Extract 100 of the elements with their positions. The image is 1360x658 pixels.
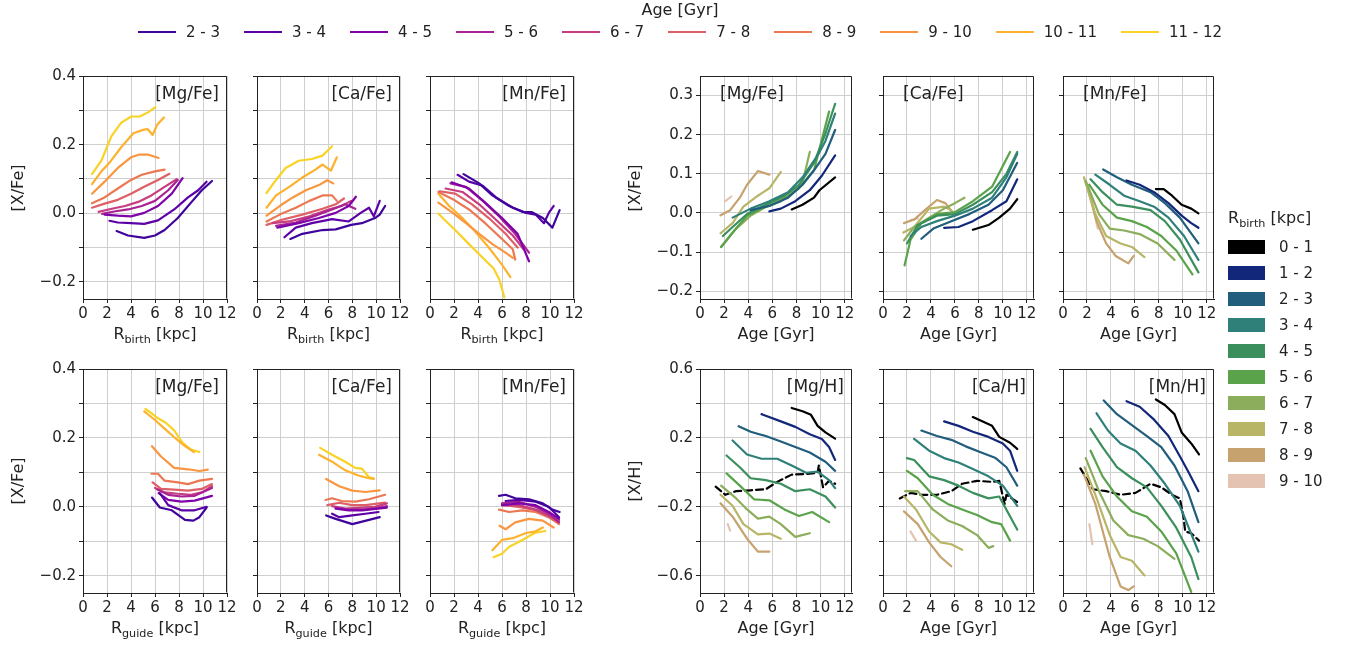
- x-tick-label: 2: [902, 303, 912, 322]
- x-axis-title: Age [Gyr]: [1100, 324, 1177, 343]
- x-tick-label: 4: [1106, 597, 1116, 616]
- x-tick-label: 10: [540, 303, 560, 322]
- annotation: [Mn/Fe]: [502, 375, 566, 396]
- y-tick-label: −0.1: [656, 241, 693, 260]
- y-tick-label: 0.2: [52, 427, 76, 446]
- x-tick-label: 8: [791, 303, 802, 322]
- x-tick-label: 12: [564, 303, 584, 322]
- x-tick-label: 4: [473, 597, 483, 616]
- y-tick-label: −0.2: [39, 271, 76, 290]
- x-tick-label: 6: [1130, 597, 1140, 616]
- x-tick-label: 0: [252, 303, 262, 322]
- legend-label: 4 - 5: [1279, 342, 1314, 361]
- x-tick-label: 6: [150, 597, 160, 616]
- x-tick-label: 4: [473, 303, 483, 322]
- legend-label: 9 - 10: [928, 23, 972, 41]
- legend-title: R$_{birth}$ [kpc]: [1228, 208, 1313, 231]
- x-tick-label: 4: [1106, 303, 1116, 322]
- x-tick-label: 0: [425, 597, 435, 616]
- x-tick-label: 12: [1017, 597, 1037, 616]
- x-tick-label: 10: [193, 597, 213, 616]
- y-axis-title: [X/Fe]: [624, 163, 644, 212]
- x-tick-label: 6: [323, 303, 334, 322]
- x-axis-title: Age [Gyr]: [920, 618, 997, 637]
- x-tick-label: 0: [1058, 597, 1068, 616]
- x-tick-label: 10: [366, 303, 386, 322]
- x-axis-title: R$_{birth}$ [kpc]: [113, 324, 197, 347]
- legend-label: 0 - 1: [1279, 238, 1314, 257]
- x-tick-label: 8: [521, 303, 531, 322]
- annotation: [Ca/H]: [971, 375, 1026, 396]
- x-tick-label: 0: [252, 597, 262, 616]
- x-tick-label: 8: [521, 597, 531, 616]
- legend-label: 4 - 5: [398, 23, 433, 41]
- legend-label: 5 - 6: [1279, 368, 1314, 387]
- x-tick-label: 0: [695, 303, 705, 322]
- legend-label: 5 - 6: [504, 23, 539, 41]
- x-tick-label: 0: [878, 303, 888, 322]
- legend-label: 11 - 12: [1168, 23, 1223, 41]
- legend-label: 8 - 9: [822, 23, 857, 41]
- x-tick-label: 8: [174, 597, 184, 616]
- x-tick-label: 8: [974, 597, 984, 616]
- x-tick-label: 0: [78, 303, 88, 322]
- y-axis-title: [X/H]: [624, 460, 644, 502]
- x-tick-label: 6: [497, 303, 507, 322]
- x-tick-label: 0: [1058, 303, 1068, 322]
- x-tick-label: 6: [1130, 303, 1140, 322]
- x-tick-label: 2: [102, 597, 112, 616]
- annotation: [Mg/Fe]: [155, 82, 219, 103]
- y-tick-label: 0.4: [52, 358, 76, 377]
- x-tick-label: 4: [126, 597, 136, 616]
- y-tick-label: 0.6: [669, 358, 693, 377]
- annotation: [Mn/Fe]: [1083, 82, 1147, 103]
- y-tick-label: 0.1: [669, 163, 693, 182]
- x-tick-label: 10: [193, 303, 213, 322]
- x-tick-label: 2: [276, 597, 286, 616]
- legend-label: 3 - 4: [1279, 316, 1314, 335]
- x-tick-label: 6: [950, 303, 960, 322]
- x-tick-label: 2: [449, 303, 459, 322]
- x-axis-title: Age [Gyr]: [920, 324, 997, 343]
- x-tick-label: 0: [425, 303, 435, 322]
- x-tick-label: 8: [1154, 303, 1164, 322]
- x-tick-label: 12: [217, 597, 237, 616]
- x-tick-label: 2: [276, 303, 286, 322]
- x-tick-label: 6: [950, 597, 960, 616]
- x-tick-label: 8: [791, 597, 802, 616]
- annotation: [Mg/Fe]: [720, 82, 784, 103]
- x-tick-label: 0: [78, 597, 88, 616]
- legend-title: Age [Gyr]: [640, 0, 720, 19]
- x-tick-label: 12: [564, 597, 584, 616]
- x-tick-label: 10: [993, 303, 1013, 322]
- x-tick-label: 6: [150, 303, 160, 322]
- x-tick-label: 2: [1082, 303, 1092, 322]
- y-tick-label: 0.2: [669, 427, 693, 446]
- x-tick-label: 10: [811, 597, 831, 616]
- x-tick-label: 6: [767, 303, 778, 322]
- x-tick-label: 10: [540, 597, 560, 616]
- legend-label: 1 - 2: [1279, 264, 1314, 283]
- x-axis-title: Age [Gyr]: [1100, 618, 1177, 637]
- legend-label: 6 - 7: [610, 23, 645, 41]
- x-tick-label: 4: [743, 303, 754, 322]
- x-tick-label: 12: [835, 597, 855, 616]
- annotation: [Ca/Fe]: [903, 82, 964, 103]
- x-tick-label: 0: [878, 597, 888, 616]
- x-axis-title: R$_{guide}$ [kpc]: [457, 618, 547, 641]
- x-tick-label: 4: [926, 597, 936, 616]
- legend-label: 2 - 3: [1279, 290, 1314, 309]
- y-tick-label: 0.2: [52, 134, 76, 153]
- x-tick-label: 12: [1197, 597, 1217, 616]
- annotation: [Mg/H]: [786, 375, 844, 396]
- x-tick-label: 10: [366, 597, 386, 616]
- x-tick-label: 10: [1173, 597, 1193, 616]
- x-tick-label: 0: [695, 597, 705, 616]
- y-tick-label: −0.6: [656, 565, 693, 584]
- x-tick-label: 6: [497, 597, 507, 616]
- x-tick-label: 12: [390, 597, 410, 616]
- x-tick-label: 2: [719, 597, 729, 616]
- legend-label: 3 - 4: [291, 23, 326, 41]
- x-tick-label: 10: [811, 303, 831, 322]
- legend-label: 8 - 9: [1279, 446, 1314, 465]
